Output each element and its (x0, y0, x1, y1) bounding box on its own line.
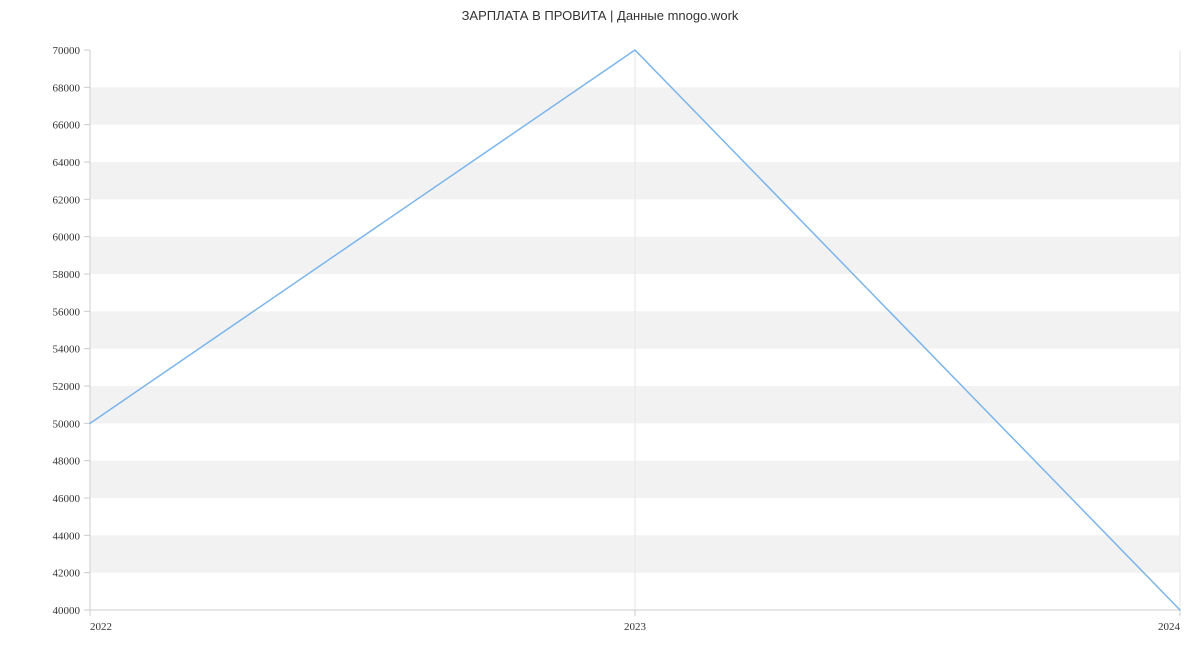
y-tick-label: 64000 (53, 157, 81, 169)
y-tick-label: 46000 (53, 493, 81, 505)
y-tick-label: 42000 (53, 568, 81, 580)
y-tick-label: 68000 (53, 82, 81, 94)
y-tick-label: 70000 (53, 45, 81, 57)
y-tick-label: 50000 (53, 418, 81, 430)
y-tick-label: 48000 (53, 456, 81, 468)
y-tick-label: 40000 (53, 605, 81, 617)
y-tick-label: 66000 (53, 120, 81, 132)
salary-line-chart: ЗАРПЛАТА В ПРОВИТА | Данные mnogo.work 4… (0, 0, 1200, 650)
x-tick-label: 2024 (1158, 621, 1181, 633)
y-tick-label: 56000 (53, 306, 81, 318)
y-tick-label: 62000 (53, 194, 81, 206)
y-tick-label: 58000 (53, 269, 81, 281)
y-tick-label: 52000 (53, 381, 81, 393)
x-tick-label: 2023 (624, 621, 647, 633)
chart-svg: 40000 42000 44000 46000 48000 50000 52000 54000… (0, 0, 1200, 650)
y-tick-label: 60000 (53, 232, 81, 244)
chart-title: ЗАРПЛАТА В ПРОВИТА | Данные mnogo.work (0, 8, 1200, 23)
x-tick-label: 2022 (90, 621, 112, 633)
y-tick-label: 44000 (53, 530, 81, 542)
y-tick-label: 54000 (53, 344, 81, 356)
